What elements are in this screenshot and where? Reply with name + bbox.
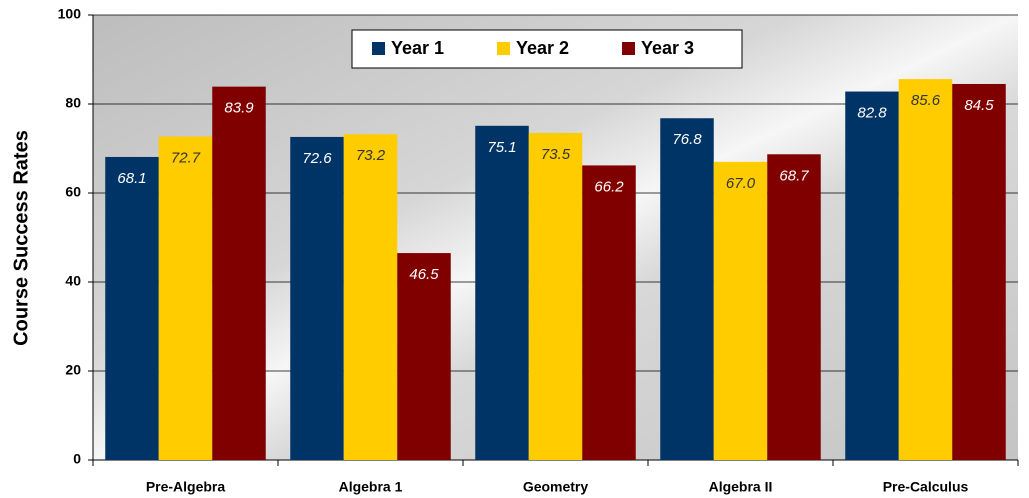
x-tick-label: Pre-Algebra	[146, 479, 226, 495]
value-label: 82.8	[857, 105, 887, 122]
value-label: 73.2	[356, 147, 386, 164]
legend-swatch	[622, 42, 635, 55]
value-label: 72.7	[171, 149, 201, 166]
value-label: 68.1	[117, 170, 146, 187]
y-tick-label: 80	[65, 95, 81, 111]
bar	[290, 136, 344, 460]
legend-label: Year 1	[391, 38, 444, 58]
value-label: 84.5	[964, 97, 994, 114]
value-label: 68.7	[779, 167, 809, 184]
bar	[660, 118, 714, 461]
value-label: 83.9	[224, 100, 254, 117]
x-tick-label: Algebra 1	[339, 479, 403, 495]
x-tick-label: Pre-Calculus	[883, 479, 969, 495]
bar	[105, 156, 159, 460]
bar	[582, 165, 636, 460]
legend: Year 1 Year 2 Year 3	[351, 29, 743, 69]
bar	[528, 132, 583, 461]
y-tick-label: 60	[65, 184, 81, 200]
value-label: 72.6	[302, 150, 332, 167]
value-label: 67.0	[726, 175, 756, 192]
legend-label: Year 3	[641, 38, 694, 58]
legend-box	[351, 29, 743, 69]
bar	[767, 154, 821, 460]
legend-label: Year 2	[516, 38, 569, 58]
y-tick-label: 20	[65, 362, 81, 378]
y-axis-label: Course Success Rates	[10, 130, 32, 346]
value-label: 46.5	[409, 266, 439, 283]
bar	[845, 91, 899, 460]
value-label: 76.8	[672, 131, 702, 148]
x-tick-label: Geometry	[523, 479, 589, 495]
value-label: 75.1	[487, 139, 516, 156]
value-label: 73.5	[541, 146, 571, 163]
y-tick-label: 100	[58, 6, 82, 22]
value-label: 66.2	[594, 178, 624, 195]
y-tick-label: 0	[73, 451, 81, 467]
x-tick-label: Algebra II	[709, 479, 773, 495]
bar	[898, 79, 953, 460]
bar	[952, 83, 1006, 460]
y-tick-label: 40	[65, 273, 81, 289]
bar	[343, 134, 398, 460]
bar	[212, 86, 266, 461]
bar	[475, 125, 529, 461]
bar	[713, 161, 768, 460]
legend-swatch	[372, 42, 385, 55]
bar	[158, 136, 213, 461]
legend-swatch	[497, 42, 510, 55]
bar	[397, 253, 451, 460]
value-label: 85.6	[911, 92, 941, 109]
